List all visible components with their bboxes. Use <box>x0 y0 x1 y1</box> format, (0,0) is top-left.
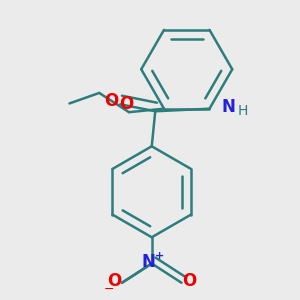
Text: O: O <box>104 92 118 110</box>
Text: O: O <box>182 272 196 290</box>
Text: −: − <box>103 283 114 296</box>
Text: H: H <box>238 104 248 118</box>
Text: O: O <box>119 95 133 113</box>
Text: N: N <box>141 253 155 271</box>
Text: O: O <box>107 272 122 290</box>
Text: N: N <box>222 98 236 116</box>
Text: +: + <box>155 251 164 261</box>
